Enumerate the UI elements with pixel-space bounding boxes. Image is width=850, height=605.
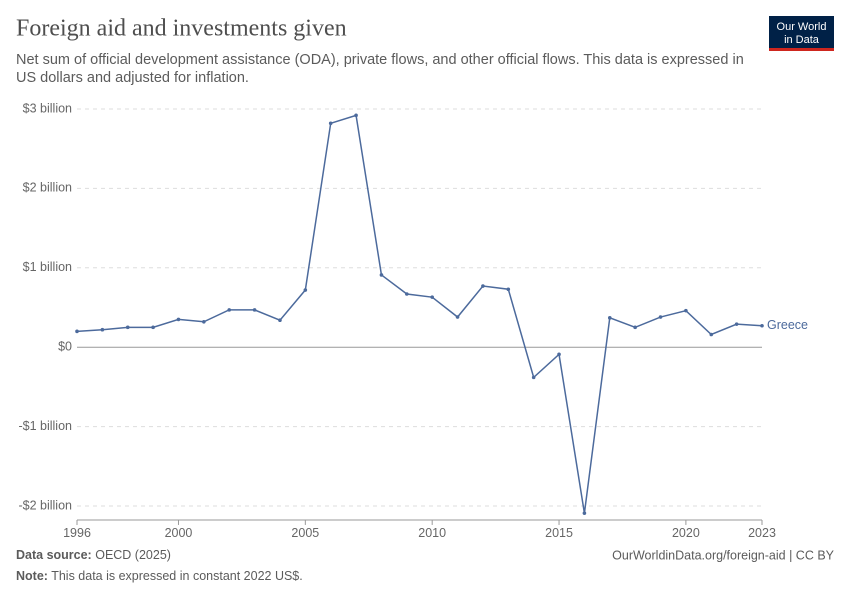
series-line xyxy=(76,114,763,514)
point xyxy=(151,325,155,330)
x-tick-label: 2010 xyxy=(418,526,446,540)
x-tick-label: 2005 xyxy=(291,526,319,540)
y-tick-label: $0 xyxy=(58,339,72,353)
y-tick-label: $1 billion xyxy=(23,260,72,274)
point xyxy=(202,319,206,324)
logo xyxy=(769,16,834,50)
point xyxy=(658,315,663,319)
source: OECD (2025) xyxy=(95,548,171,562)
point xyxy=(278,318,282,323)
chart-subtitle: Net sum of official development assistan… xyxy=(16,52,744,86)
source-label: Data source: xyxy=(16,548,92,562)
point xyxy=(328,121,333,126)
point xyxy=(354,113,358,118)
footer-url[interactable]: OurWorldinData.org/foreign-aid | CC BY xyxy=(612,548,835,562)
point xyxy=(506,287,511,292)
point xyxy=(252,308,257,312)
point xyxy=(303,288,308,292)
series-label: Greece xyxy=(767,318,808,332)
point xyxy=(125,325,130,330)
point xyxy=(405,292,409,296)
y-tick-label: -$2 billion xyxy=(18,498,72,512)
point xyxy=(760,323,764,328)
point xyxy=(75,329,79,334)
point xyxy=(455,315,460,319)
note-label: Note: xyxy=(16,569,48,583)
footer-note: Note: This data is expressed in constant… xyxy=(16,569,303,583)
x-tick-label: 1996 xyxy=(63,526,91,540)
point xyxy=(481,284,485,288)
point xyxy=(582,511,587,515)
subtitle-box: Net sum of official development assistan… xyxy=(16,52,744,86)
y-tick-label: $2 billion xyxy=(23,181,72,195)
logo-text: in Data xyxy=(784,34,820,46)
note: This data is expressed in constant 2022 … xyxy=(51,569,303,583)
point xyxy=(531,375,536,380)
y-tick-label: $3 billion xyxy=(23,101,72,115)
x-tick-label: 2020 xyxy=(672,526,700,540)
logo-bar xyxy=(769,48,834,51)
x-tick-label: 2015 xyxy=(545,526,573,540)
chart-title: Foreign aid and investments given xyxy=(16,16,347,42)
point xyxy=(100,327,105,332)
point xyxy=(176,317,181,322)
point xyxy=(557,352,561,357)
point xyxy=(430,295,434,299)
point xyxy=(379,273,384,277)
point xyxy=(607,316,612,320)
point xyxy=(734,322,739,326)
x-tick-label: 2000 xyxy=(165,526,193,540)
y-tick-label: -$1 billion xyxy=(18,419,72,433)
point xyxy=(227,308,232,312)
x-tick-label: 2023 xyxy=(748,526,776,540)
point xyxy=(684,308,688,313)
point xyxy=(633,325,637,330)
footer-source: Data source: OECD (2025) xyxy=(16,548,171,562)
logo-text: Our World xyxy=(777,21,827,33)
point xyxy=(709,332,714,337)
